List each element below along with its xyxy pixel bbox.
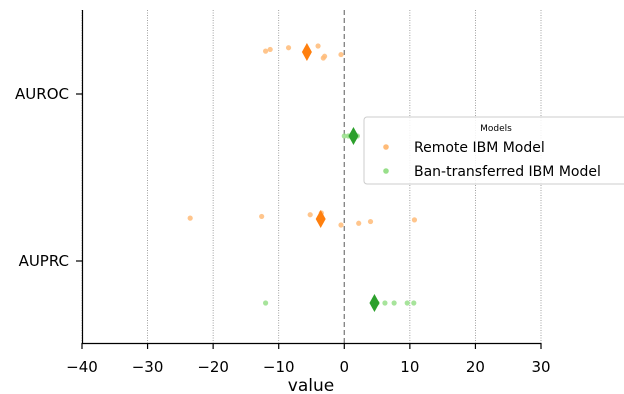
data-point xyxy=(322,53,328,59)
x-axis-label: value xyxy=(288,376,334,394)
data-point xyxy=(411,300,417,306)
legend-marker-ban xyxy=(383,168,389,174)
x-tick-label: −10 xyxy=(263,358,295,376)
x-tick-label: −30 xyxy=(132,358,164,376)
mean-marker xyxy=(369,294,380,312)
data-point xyxy=(285,45,292,51)
y-axis-ticks: AUROC AUPRC xyxy=(15,85,82,270)
legend-title: Models xyxy=(480,124,512,134)
data-point xyxy=(315,43,321,49)
mean-marker xyxy=(348,127,359,145)
data-point xyxy=(382,300,388,306)
x-tick-label: −40 xyxy=(66,358,98,376)
data-point xyxy=(367,218,374,225)
data-point xyxy=(259,213,265,220)
x-tick-label: −20 xyxy=(197,358,229,376)
data-point xyxy=(411,217,418,223)
x-tick-label: 20 xyxy=(466,358,485,376)
data-point xyxy=(267,46,273,53)
mean-marker xyxy=(315,210,326,228)
mean-marker xyxy=(301,43,312,61)
data-point xyxy=(341,133,347,139)
data-point xyxy=(391,300,397,306)
x-tick-label: 0 xyxy=(340,358,350,376)
mean-markers xyxy=(301,43,380,312)
data-point xyxy=(404,300,410,306)
x-tick-label: 30 xyxy=(531,358,550,376)
legend-marker-remote xyxy=(383,144,389,150)
data-point xyxy=(187,215,193,221)
y-tick-label-auroc: AUROC xyxy=(15,85,69,103)
data-point xyxy=(263,48,269,54)
legend: Models Remote IBM Model Ban-transferred … xyxy=(363,116,624,185)
data-point xyxy=(307,212,313,218)
data-point xyxy=(338,51,344,58)
legend-label-remote: Remote IBM Model xyxy=(414,140,545,156)
data-point xyxy=(263,300,269,306)
x-tick-label: 10 xyxy=(400,358,419,376)
x-axis-ticks: −40 −30 −20 −10 0 10 20 30 xyxy=(66,343,551,376)
legend-label-ban: Ban-transferred IBM Model xyxy=(414,164,601,180)
legend-box xyxy=(363,116,624,185)
grid-lines xyxy=(81,10,542,343)
y-tick-label-auprc: AUPRC xyxy=(19,252,69,270)
data-point xyxy=(338,222,344,228)
data-point xyxy=(356,220,362,226)
